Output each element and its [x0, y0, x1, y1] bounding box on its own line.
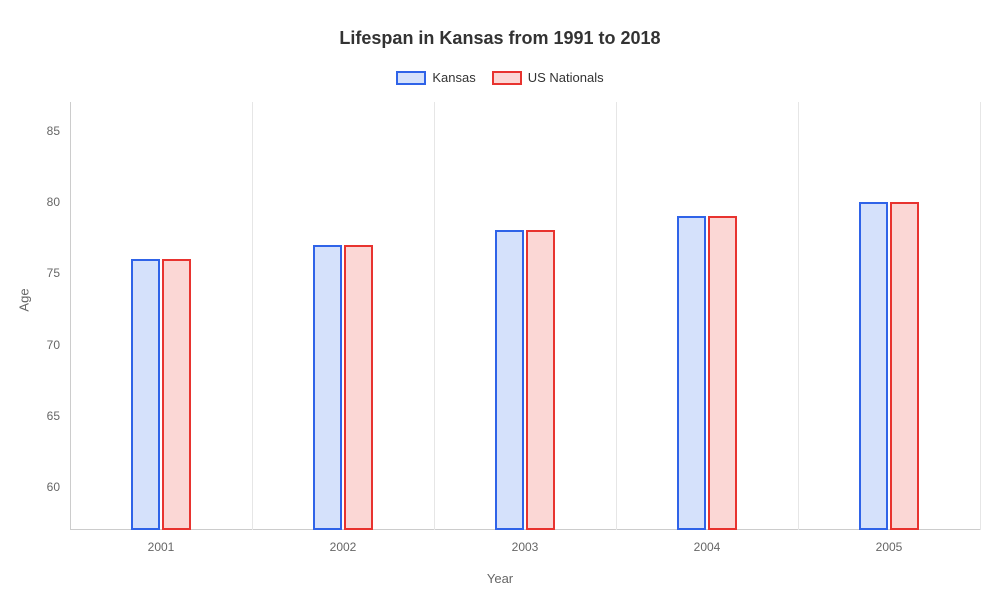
legend-item: US Nationals	[492, 70, 604, 85]
y-axis-title: Age	[17, 288, 32, 311]
bar	[526, 230, 555, 530]
x-axis-title: Year	[487, 571, 513, 586]
legend-swatch	[492, 71, 522, 85]
bar	[708, 216, 737, 530]
y-axis-line	[70, 102, 71, 530]
legend-swatch	[396, 71, 426, 85]
legend: Kansas US Nationals	[0, 70, 1000, 85]
x-tick-label: 2003	[512, 540, 539, 554]
bar	[859, 202, 888, 530]
bar	[677, 216, 706, 530]
legend-label: Kansas	[432, 70, 475, 85]
x-tick-label: 2002	[330, 540, 357, 554]
chart-container: Lifespan in Kansas from 1991 to 2018 Kan…	[0, 0, 1000, 600]
legend-label: US Nationals	[528, 70, 604, 85]
bar	[131, 259, 160, 530]
gridline	[980, 102, 981, 530]
plot-area: 60657075808520012002200320042005	[70, 102, 980, 530]
bar	[495, 230, 524, 530]
gridline	[616, 102, 617, 530]
y-tick-label: 80	[47, 195, 60, 209]
x-tick-label: 2001	[148, 540, 175, 554]
y-tick-label: 65	[47, 409, 60, 423]
legend-item: Kansas	[396, 70, 475, 85]
bar	[313, 245, 342, 530]
gridline	[434, 102, 435, 530]
y-tick-label: 75	[47, 266, 60, 280]
x-tick-label: 2005	[876, 540, 903, 554]
chart-title: Lifespan in Kansas from 1991 to 2018	[0, 28, 1000, 49]
bar	[162, 259, 191, 530]
y-tick-label: 60	[47, 480, 60, 494]
y-tick-label: 85	[47, 124, 60, 138]
bar	[890, 202, 919, 530]
y-tick-label: 70	[47, 338, 60, 352]
gridline	[252, 102, 253, 530]
x-tick-label: 2004	[694, 540, 721, 554]
bar	[344, 245, 373, 530]
gridline	[798, 102, 799, 530]
